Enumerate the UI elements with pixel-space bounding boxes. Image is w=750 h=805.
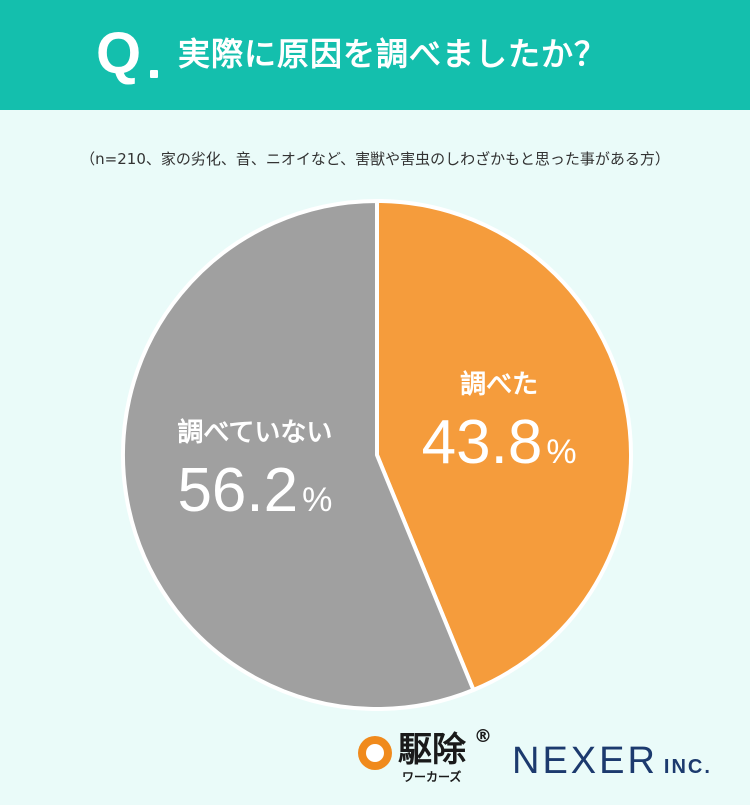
slice-percent-not-investigated: 56.2%	[177, 456, 332, 525]
slice-label-not-investigated: 調べていない	[177, 417, 332, 448]
nexer-logo: NEXER INC.	[512, 740, 712, 783]
question-title: 実際に原因を調べましたか？	[178, 35, 608, 73]
pie-slice-not-investigated	[121, 199, 476, 711]
question-mark-label: Q	[96, 21, 142, 86]
kujo-logo-sub: ワーカーズ	[402, 770, 462, 784]
registered-mark: ®	[474, 726, 492, 747]
kujo-logo-name: 駆除	[398, 730, 466, 770]
sample-note: （n=210、家の劣化、音、ニオイなど、害獣や害虫のしわざかもと思った事がある方…	[80, 150, 670, 168]
nexer-logo-name: NEXER	[512, 740, 658, 782]
header-banner: Q 実際に原因を調べましたか？	[0, 0, 750, 110]
nexer-logo-inc: INC.	[663, 756, 712, 778]
q-dot-icon	[150, 70, 158, 78]
kujo-workers-logo: 駆除 ® ワーカーズ	[352, 726, 502, 784]
kujo-emblem-inner-icon	[366, 744, 384, 762]
slice-percent-investigated: 43.8%	[422, 408, 577, 477]
pie-slice-investigated	[375, 199, 633, 692]
slice-label-investigated: 調べた	[460, 369, 538, 400]
